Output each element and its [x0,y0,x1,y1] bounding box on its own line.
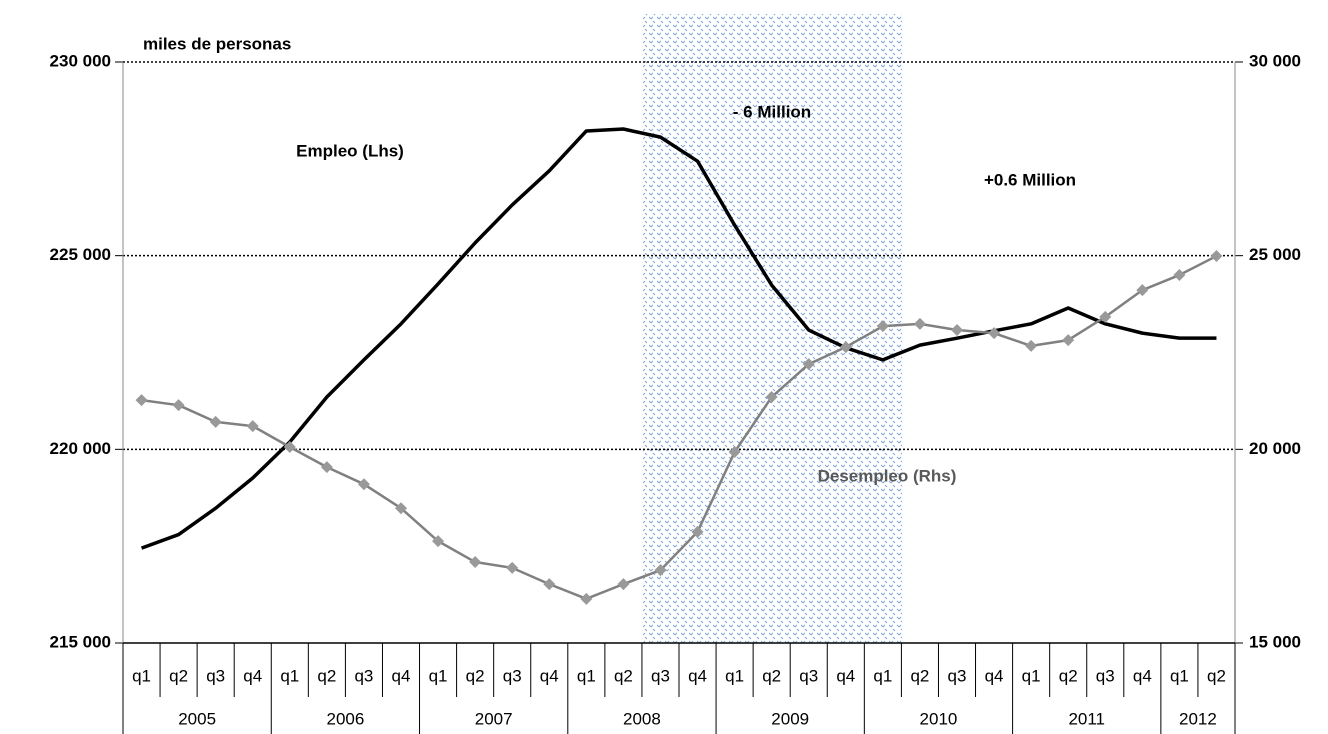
data-point [951,324,963,337]
data-point [617,578,630,591]
x-tick-label: q1 [1170,666,1189,685]
data-point [802,358,815,371]
x-tick-label: q4 [243,666,262,685]
x-tick-label: q1 [132,666,151,685]
x-tick-label: q1 [725,666,744,685]
year-label: 2012 [1179,709,1217,728]
data-point [839,341,852,354]
year-label: 2005 [178,709,216,728]
series-label: Desempleo (Rhs) [818,466,957,485]
data-point [1210,250,1223,263]
y-tick-label: 225 000 [50,245,111,264]
x-tick-label: q3 [206,666,225,685]
x-tick-label: q4 [1133,666,1152,685]
data-point [395,502,407,515]
x-tick-label: q1 [280,666,299,685]
y2-tick-label: 20 000 [1249,439,1301,458]
x-tick-label: q2 [466,666,485,685]
year-label: 2011 [1068,709,1105,728]
annotation: +0.6 Million [984,170,1076,189]
x-tick-label: q4 [540,666,559,685]
data-point [469,556,482,569]
crisis-shade [643,14,902,643]
data-point [691,525,704,538]
y2-tick-label: 30 000 [1249,51,1301,70]
series-line [141,254,1218,601]
x-tick-label: q2 [317,666,336,685]
data-point [765,391,778,404]
unit-label: miles de personas [143,34,291,53]
x-tick-label: q3 [1096,666,1115,685]
x-tick-label: q4 [392,666,411,685]
data-point [1136,284,1149,297]
year-label: 2006 [326,709,364,728]
y2-tick-label: 15 000 [1249,632,1301,651]
year-label: 2008 [623,709,661,728]
data-point [1062,334,1075,347]
x-tick-label: q3 [503,666,522,685]
x-tick-label: q2 [910,666,929,685]
annotation: - 6 Million [733,102,811,121]
year-label: 2010 [920,709,958,728]
year-label: 2009 [771,709,809,728]
data-point [876,320,889,333]
x-tick-label: q3 [799,666,818,685]
data-point [1099,310,1112,323]
data-point [654,564,667,577]
data-point [913,317,926,330]
year-label: 2007 [475,709,513,728]
x-tick-label: q1 [1022,666,1041,685]
plot-area: 215 000 220 000 225 000 230 000 15 000 20 000… [50,51,1301,734]
x-tick-label: q3 [651,666,670,685]
x-tick-label: q3 [948,666,967,685]
y-tick-label: 215 000 [50,632,111,651]
y-tick-label: 230 000 [50,51,111,70]
data-point [209,415,222,428]
x-tick-label: q3 [354,666,373,685]
data-point [283,441,296,454]
data-point [728,446,741,459]
y-tick-label: 220 000 [50,439,111,458]
x-tick-label: q4 [985,666,1004,685]
x-tick-label: q4 [836,666,855,685]
data-point [135,394,148,407]
x-tick-label: q2 [1207,666,1226,685]
x-tick-label: q4 [688,666,707,685]
data-point [580,592,593,605]
data-point [432,535,445,548]
data-point [246,420,259,433]
series-line [140,127,1217,550]
data-point [172,399,185,412]
x-tick-label: q2 [762,666,781,685]
data-point [357,478,370,491]
series-label: Empleo (Lhs) [296,141,404,160]
x-tick-label: q2 [614,666,633,685]
data-point [988,327,1001,340]
data-point [1025,339,1038,352]
x-tick-label: q1 [429,666,448,685]
y2-tick-label: 25 000 [1249,245,1301,264]
x-tick-label: q1 [873,666,892,685]
x-tick-label: q1 [577,666,596,685]
x-tick-label: q2 [1059,666,1078,685]
data-point [506,561,519,574]
data-point [1173,269,1186,282]
data-point [543,578,556,591]
x-tick-label: q2 [169,666,188,685]
data-point [320,461,333,474]
